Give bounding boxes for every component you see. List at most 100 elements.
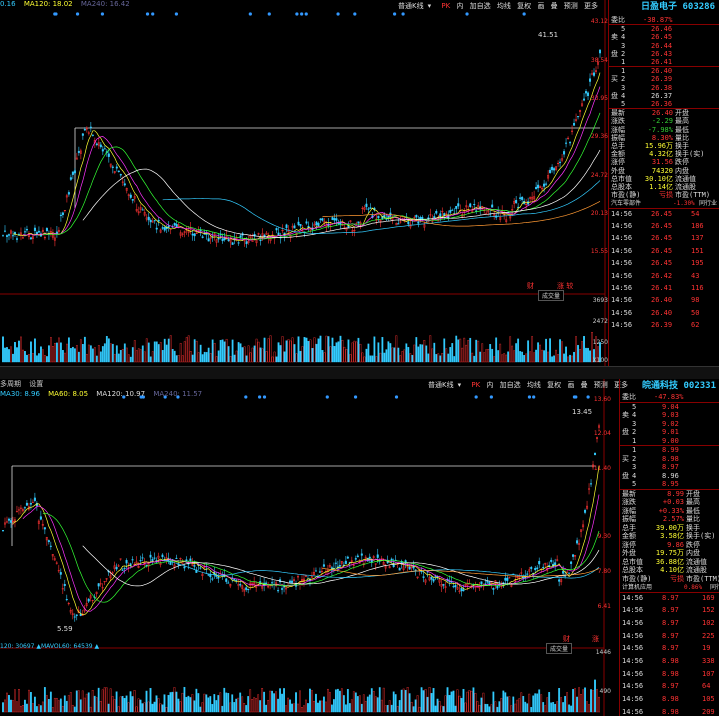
draw-button[interactable]: 画 <box>537 2 545 10</box>
more-button[interactable]: 更多 <box>584 2 599 10</box>
event-dot <box>100 12 105 16</box>
stat-row: 金额 4.32亿 换手(实) <box>611 150 705 159</box>
volume-bar <box>291 337 294 363</box>
volume-bar <box>273 351 276 363</box>
volume-tab[interactable]: 成交量 <box>538 290 565 301</box>
candle-body <box>217 237 220 240</box>
candle-body <box>9 520 12 523</box>
volume-tab[interactable]: 成交量 <box>546 643 573 654</box>
volume-bar <box>227 693 230 713</box>
candle-body <box>549 169 552 173</box>
kline-chart-top[interactable] <box>0 0 610 366</box>
volume-bar <box>422 690 425 713</box>
candle-body <box>589 78 592 82</box>
settings-button[interactable]: 设置 <box>29 380 44 388</box>
volume-bar <box>375 356 378 363</box>
finance-mark[interactable]: 财 <box>527 282 534 290</box>
view-select[interactable]: 普通K线 ▾ <box>428 381 462 389</box>
volume-bar <box>311 690 313 713</box>
bid-row: 1 8.99 <box>632 446 679 454</box>
view-select[interactable]: 普通K线 ▾ <box>398 2 432 10</box>
volume-bar <box>185 696 188 713</box>
volume-bar <box>283 351 286 363</box>
volume-bar <box>437 353 440 363</box>
candle-body <box>141 209 144 211</box>
candle-body <box>377 215 380 219</box>
volume-bar <box>309 688 311 713</box>
candle-body <box>384 565 387 569</box>
volume-bar <box>297 336 300 363</box>
volume-bar <box>54 343 56 363</box>
candle-body <box>11 520 14 523</box>
volume-bar <box>143 351 146 363</box>
add-watchlist-button[interactable]: 加自选 <box>499 381 521 389</box>
predict-button[interactable]: 预测 <box>593 381 608 389</box>
vol-label: 490 <box>599 688 611 695</box>
volume-bar <box>127 354 130 363</box>
volume-bar <box>560 697 563 713</box>
volume-bar <box>458 695 461 713</box>
volume-bar <box>519 351 522 363</box>
limit-mark[interactable]: 涨 <box>592 635 599 643</box>
candle-body <box>423 224 426 228</box>
finance-mark[interactable]: 财 <box>563 635 570 643</box>
candle-body <box>229 239 232 243</box>
volume-bar <box>169 335 172 363</box>
pk-button[interactable]: PK <box>471 381 481 389</box>
candle-body <box>265 232 268 235</box>
candle-body <box>406 565 409 568</box>
ma-button[interactable]: 均线 <box>496 2 511 10</box>
volume-bar <box>243 346 246 363</box>
inner-button[interactable]: 内 <box>486 381 494 389</box>
panel-header-bottom: 多周期 设置 <box>0 379 600 389</box>
volume-bar <box>62 350 64 363</box>
volume-bar <box>177 698 180 713</box>
kline-chart-bottom[interactable] <box>0 379 620 716</box>
candle-body <box>350 560 353 563</box>
volume-bar <box>400 689 403 713</box>
candle-body <box>496 585 499 589</box>
event-dot <box>527 395 532 399</box>
volume-bar <box>63 352 66 363</box>
candle-body <box>557 162 560 164</box>
overlay-button[interactable]: 叠 <box>550 2 558 10</box>
volume-bar <box>22 705 24 713</box>
candle-body <box>322 564 325 567</box>
candle-body <box>5 521 8 523</box>
predict-button[interactable]: 预测 <box>563 2 578 10</box>
volume-bar <box>141 345 144 363</box>
candle-body <box>444 586 447 588</box>
bid-row: 买 2 26.39 <box>611 75 673 84</box>
candle-body <box>428 577 431 581</box>
candle-body <box>345 227 348 231</box>
volume-bar <box>295 692 297 713</box>
pk-button[interactable]: PK <box>441 2 451 10</box>
volume-bar <box>289 699 291 713</box>
candle-body <box>435 211 438 214</box>
ma120-label: MA120: 10.97 <box>96 390 146 398</box>
candle-body <box>473 204 476 206</box>
restore-button[interactable]: 复权 <box>547 381 562 389</box>
candle-body <box>541 188 544 190</box>
restore-button[interactable]: 复权 <box>517 2 532 10</box>
candle-body <box>395 222 398 226</box>
volume-bar <box>167 695 170 713</box>
candle-body <box>231 242 234 245</box>
add-watchlist-button[interactable]: 加自选 <box>469 2 491 10</box>
volume-bar <box>247 696 250 713</box>
inner-button[interactable]: 内 <box>456 2 464 10</box>
volume-bar <box>317 338 320 363</box>
multi-period-button[interactable]: 多周期 <box>0 380 21 388</box>
ma-button[interactable]: 均线 <box>526 381 541 389</box>
candle-body <box>207 238 210 242</box>
volume-bar <box>462 688 465 713</box>
draw-button[interactable]: 画 <box>567 381 575 389</box>
overlay-button[interactable]: 叠 <box>580 381 588 389</box>
candle-body <box>225 578 228 582</box>
volume-bar <box>8 349 10 363</box>
limit-mark[interactable]: 涨 较 <box>557 282 574 290</box>
candle-body <box>2 235 5 237</box>
volume-bar <box>315 693 317 713</box>
candle-body <box>354 558 357 560</box>
more-button[interactable]: 更多 <box>614 381 629 389</box>
